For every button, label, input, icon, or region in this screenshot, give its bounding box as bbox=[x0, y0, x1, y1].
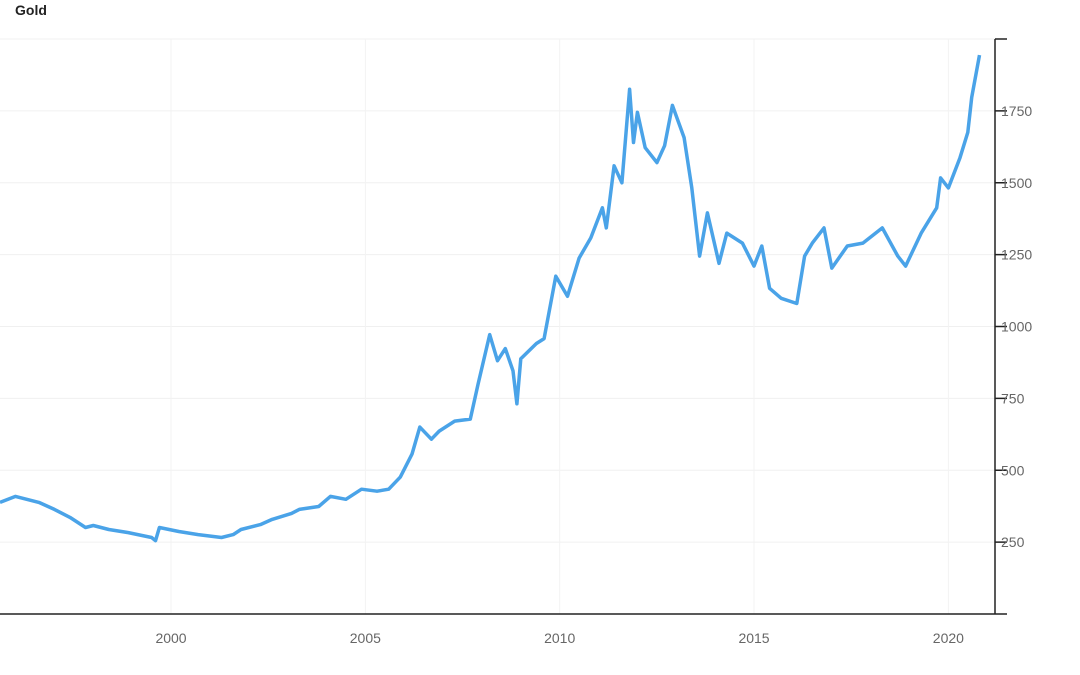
y-tick-label: 1500 bbox=[1001, 175, 1032, 191]
x-tick-label: 2020 bbox=[933, 630, 964, 646]
y-tick-label: 750 bbox=[1001, 390, 1025, 406]
chart-title: Gold bbox=[15, 2, 47, 18]
y-tick-label: 250 bbox=[1001, 534, 1025, 550]
y-tick-label: 1000 bbox=[1001, 319, 1032, 335]
y-tick-label: 1750 bbox=[1001, 103, 1032, 119]
x-tick-label: 2005 bbox=[350, 630, 381, 646]
x-tick-label: 2015 bbox=[738, 630, 769, 646]
y-tick-label: 500 bbox=[1001, 462, 1025, 478]
x-tick-label: 2010 bbox=[544, 630, 575, 646]
x-tick-label: 2000 bbox=[155, 630, 186, 646]
y-tick-label: 1250 bbox=[1001, 247, 1032, 263]
gold-price-line bbox=[0, 54, 982, 543]
